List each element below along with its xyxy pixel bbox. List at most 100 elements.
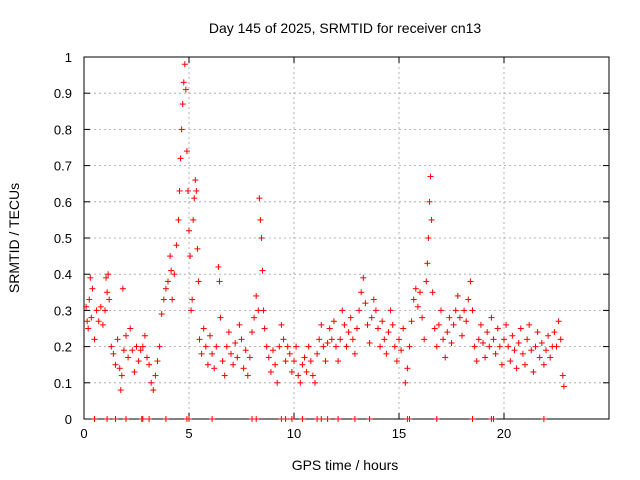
data-point xyxy=(465,296,472,303)
data-point xyxy=(375,325,381,332)
data-point xyxy=(154,358,161,365)
data-point xyxy=(379,318,386,325)
data-point xyxy=(425,235,432,241)
data-point xyxy=(263,343,270,350)
data-point xyxy=(299,416,306,422)
data-point xyxy=(490,416,497,422)
data-point xyxy=(89,285,96,292)
data-point xyxy=(471,343,478,350)
data-point xyxy=(135,358,142,365)
data-point xyxy=(169,296,176,303)
data-point xyxy=(116,365,123,372)
data-point xyxy=(105,271,112,278)
data-point xyxy=(488,314,495,321)
data-point xyxy=(312,379,318,386)
data-point xyxy=(509,332,516,339)
data-point xyxy=(362,300,369,307)
data-point xyxy=(519,350,526,357)
data-point xyxy=(152,372,159,379)
data-point xyxy=(545,332,552,339)
data-point xyxy=(393,358,400,365)
data-point xyxy=(282,416,289,422)
data-point xyxy=(120,347,127,354)
data-point xyxy=(446,314,453,321)
data-point xyxy=(364,321,371,328)
data-point xyxy=(324,339,331,346)
data-point xyxy=(366,339,373,346)
data-point xyxy=(326,325,333,332)
data-point xyxy=(486,343,493,350)
data-point xyxy=(448,339,455,346)
data-point xyxy=(104,289,111,296)
x-tick-label: 20 xyxy=(497,426,511,441)
data-point xyxy=(167,253,174,260)
data-point xyxy=(328,336,335,343)
data-point xyxy=(320,343,327,350)
data-point xyxy=(253,416,260,422)
data-point xyxy=(178,126,185,133)
data-point xyxy=(358,289,365,296)
data-point xyxy=(349,336,356,343)
data-point xyxy=(341,321,348,328)
data-point xyxy=(177,155,184,162)
y-tick-label: 0.1 xyxy=(54,376,72,391)
data-point xyxy=(503,321,510,328)
x-axis: 0 5 10 15 20 xyxy=(80,57,511,441)
data-point xyxy=(191,195,198,202)
data-point xyxy=(171,271,178,278)
data-point xyxy=(186,227,192,234)
data-point xyxy=(335,358,342,365)
data-point xyxy=(242,347,249,354)
data-points xyxy=(83,61,567,422)
data-point xyxy=(480,339,486,346)
y-axis: 0 0.1 0.2 0.3 0.4 0.5 0.6 0.7 0.8 0.9 1 xyxy=(54,50,609,427)
data-point xyxy=(347,314,354,321)
data-point xyxy=(339,307,346,314)
data-point xyxy=(267,368,274,375)
data-point xyxy=(309,372,316,379)
data-point xyxy=(557,336,564,343)
data-point xyxy=(345,329,352,336)
data-point xyxy=(444,329,451,336)
data-point xyxy=(547,354,554,361)
data-point xyxy=(234,354,241,361)
y-tick-label: 1 xyxy=(65,50,72,65)
data-point xyxy=(207,332,213,339)
data-point xyxy=(551,329,558,336)
data-point xyxy=(459,332,465,339)
y-tick-label: 0.3 xyxy=(54,303,72,318)
data-point xyxy=(125,354,132,361)
data-point xyxy=(103,274,110,281)
data-point xyxy=(555,318,562,325)
data-point xyxy=(91,416,98,422)
y-tick-label: 0.9 xyxy=(54,86,72,101)
y-tick-label: 0.5 xyxy=(54,231,72,246)
data-point xyxy=(112,416,119,422)
data-point xyxy=(274,379,281,386)
data-point xyxy=(400,325,407,332)
data-point xyxy=(249,329,255,336)
data-point xyxy=(330,318,337,325)
y-tick-label: 0 xyxy=(65,412,72,427)
data-point xyxy=(414,303,421,310)
data-point xyxy=(419,314,426,321)
data-point xyxy=(370,296,377,303)
y-axis-label: SRMTID / TECUs xyxy=(6,183,22,293)
data-point xyxy=(217,314,224,321)
data-point xyxy=(282,358,289,365)
data-point xyxy=(270,347,276,354)
data-point xyxy=(517,325,524,332)
data-point xyxy=(160,296,167,303)
data-point xyxy=(190,216,197,223)
data-point xyxy=(186,416,192,422)
data-point xyxy=(360,274,367,281)
data-point xyxy=(318,321,325,328)
data-point xyxy=(421,336,428,343)
data-point xyxy=(114,336,121,343)
data-point xyxy=(534,329,541,336)
data-point xyxy=(244,372,251,379)
data-point xyxy=(255,307,262,314)
data-point xyxy=(383,350,390,357)
data-point xyxy=(469,416,476,422)
data-point xyxy=(524,336,531,343)
